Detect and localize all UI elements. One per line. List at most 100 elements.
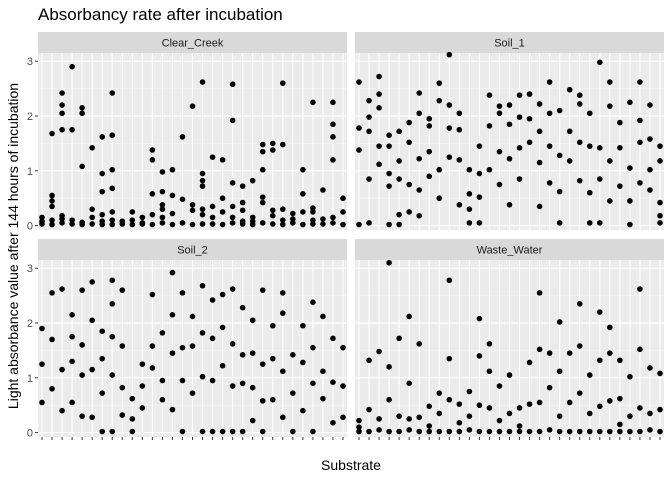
data-point — [546, 384, 553, 391]
data-point — [199, 206, 206, 212]
data-point — [486, 123, 493, 129]
data-point — [476, 194, 483, 200]
data-point — [109, 221, 116, 228]
data-point — [456, 419, 463, 426]
data-point — [496, 148, 503, 155]
data-point — [99, 170, 105, 177]
facet-strip-label: Soil_1 — [494, 38, 525, 50]
data-point — [300, 191, 306, 197]
data-point — [129, 416, 136, 422]
data-point — [386, 364, 392, 370]
data-point — [219, 324, 226, 331]
data-point — [536, 203, 543, 210]
data-point — [280, 217, 286, 223]
data-point — [586, 410, 593, 417]
data-point — [89, 214, 95, 221]
data-point — [566, 86, 573, 93]
data-point — [366, 97, 372, 104]
data-point — [229, 341, 236, 347]
data-point — [59, 220, 65, 226]
data-point — [89, 206, 95, 212]
data-point — [436, 390, 443, 396]
data-point — [49, 203, 55, 210]
data-point — [229, 117, 236, 124]
data-point — [617, 395, 623, 402]
data-point — [536, 428, 543, 435]
data-point — [99, 428, 105, 435]
data-point — [386, 183, 392, 189]
data-point — [566, 128, 573, 135]
data-point — [310, 380, 316, 387]
data-point — [269, 147, 276, 153]
data-point — [249, 317, 256, 324]
data-point — [597, 59, 603, 66]
data-point — [49, 192, 55, 199]
data-point — [280, 221, 286, 228]
data-point — [290, 352, 296, 358]
data-point — [139, 214, 146, 221]
data-point — [466, 413, 473, 419]
data-point — [49, 198, 55, 204]
data-point — [597, 428, 603, 435]
data-point — [149, 365, 156, 371]
data-point — [89, 366, 95, 373]
data-point — [179, 290, 186, 296]
data-point — [259, 428, 266, 435]
data-point — [159, 206, 166, 212]
data-point — [607, 79, 613, 85]
data-point — [506, 428, 513, 435]
data-point — [426, 115, 433, 122]
data-point — [446, 428, 453, 435]
data-point — [657, 220, 663, 226]
data-point — [209, 377, 216, 384]
data-point — [396, 128, 402, 135]
data-point — [229, 81, 236, 88]
data-point — [526, 115, 533, 122]
data-point — [109, 209, 116, 215]
data-point — [39, 218, 45, 225]
data-point — [109, 277, 116, 284]
data-point — [99, 134, 105, 140]
data-point — [330, 99, 336, 106]
data-point — [149, 191, 156, 197]
facet-strip-label: Waste_Water — [477, 245, 543, 257]
data-point — [189, 221, 196, 228]
data-point — [259, 141, 266, 148]
data-point — [229, 214, 236, 221]
data-point — [159, 214, 166, 221]
data-point — [199, 428, 206, 435]
facet-waste-water: Waste_Water — [355, 239, 664, 440]
data-point — [627, 165, 633, 171]
data-point — [320, 368, 326, 375]
y-axis-title: Light absorbance value after 144 hours o… — [5, 83, 21, 409]
data-point — [456, 428, 463, 435]
data-point — [69, 399, 75, 406]
data-point — [506, 410, 513, 417]
data-point — [657, 158, 663, 164]
data-point — [239, 183, 246, 189]
data-point — [566, 158, 573, 164]
data-point — [416, 155, 423, 162]
data-point — [406, 139, 412, 146]
data-point — [189, 313, 196, 320]
data-point — [259, 220, 266, 226]
data-point — [396, 211, 402, 218]
data-point — [446, 355, 453, 362]
data-point — [280, 414, 286, 421]
data-point — [546, 143, 553, 149]
data-point — [300, 359, 306, 366]
data-point — [79, 104, 85, 111]
data-point — [209, 221, 216, 227]
data-point — [366, 428, 372, 435]
data-point — [486, 405, 493, 411]
data-point — [149, 343, 156, 349]
data-point — [386, 221, 392, 228]
data-point — [576, 177, 583, 184]
data-point — [169, 210, 176, 217]
facet-strip — [38, 239, 347, 260]
data-point — [416, 187, 423, 193]
data-point — [79, 413, 85, 419]
data-point — [607, 103, 613, 109]
data-point — [607, 398, 613, 404]
data-point — [169, 406, 176, 413]
